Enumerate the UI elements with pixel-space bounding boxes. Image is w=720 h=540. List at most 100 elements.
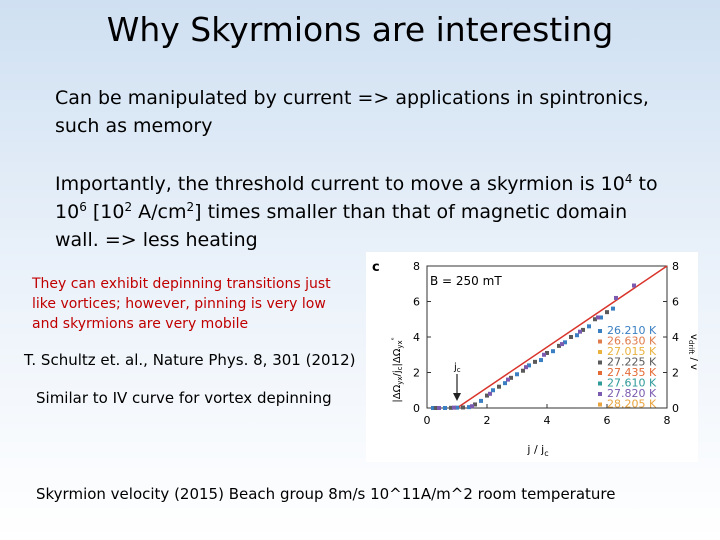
legend-swatch [598, 350, 602, 354]
y-tick-label-right: 2 [672, 367, 679, 380]
legend-label: 27.435 K [607, 366, 657, 379]
data-point [524, 365, 528, 370]
data-point [578, 329, 582, 334]
y-label-part: |ΔΩ [392, 384, 403, 402]
x-tick-label: 4 [544, 414, 551, 427]
data-point [593, 317, 597, 322]
data-point [515, 372, 519, 377]
data-point [563, 340, 567, 345]
legend-swatch [598, 360, 602, 365]
exponent: 2 [124, 200, 133, 214]
data-point [437, 406, 441, 410]
data-point [527, 363, 531, 368]
y-tick-label: 4 [413, 331, 420, 344]
y-tick-label: 2 [413, 367, 420, 380]
x-axis-label: j / jc [526, 443, 548, 458]
arrow-label: j [453, 362, 457, 373]
data-point [545, 350, 549, 355]
y-tick-label-right: 8 [672, 260, 679, 273]
y-tick-label-right: 6 [672, 296, 679, 309]
velocity-note: Skyrmion velocity (2015) Beach group 8m/… [36, 485, 616, 503]
x-tick-label: 0 [424, 414, 431, 427]
y-tick-label: 0 [413, 402, 420, 415]
data-point [467, 405, 471, 410]
arrow-label-sub: c [457, 366, 461, 374]
data-point [503, 381, 507, 386]
y-tick-label-right: 0 [672, 402, 679, 415]
data-point [434, 406, 438, 410]
data-point [569, 335, 573, 339]
bullet-text: [10 [86, 201, 125, 223]
legend-swatch [598, 402, 602, 407]
data-point [539, 358, 543, 363]
similar-note: Similar to IV curve for vortex depinning [36, 389, 332, 407]
data-point [599, 315, 603, 320]
data-point [506, 377, 510, 382]
y-label-part: |ΔΩ [392, 348, 403, 366]
bullet-manipulated-by-current: Can be manipulated by current => applica… [55, 87, 649, 137]
y-label-sub: drift [687, 340, 695, 355]
data-point [614, 295, 618, 300]
y-label-sub: yx [396, 340, 404, 348]
depinning-note: They can exhibit depinning transitions j… [32, 276, 331, 332]
data-point [491, 388, 495, 393]
slide-title: Why Skyrmions are interesting [106, 10, 614, 49]
bullet-text: Importantly, the threshold current to mo… [55, 173, 625, 195]
y-label-sub: yx [396, 376, 404, 384]
x-tick-label: 8 [664, 414, 671, 427]
panel-label: c [372, 260, 380, 275]
legend-swatch [598, 329, 602, 333]
exponent: 6 [79, 200, 87, 214]
x-label-sub: c [544, 449, 548, 458]
citation: T. Schultz et. al., Nature Phys. 8, 301 … [24, 351, 356, 369]
y-label-sub: c [396, 366, 404, 370]
jc-arrow: jc [453, 362, 461, 401]
data-point [485, 393, 489, 398]
legend-label: 27.015 K [607, 345, 657, 358]
y-label-part: / v [688, 354, 698, 370]
bullet-text: A/cm [132, 201, 187, 223]
y-label-part: /j [392, 370, 403, 376]
legend-label: 28.205 K [607, 398, 657, 411]
data-point [560, 342, 564, 347]
exponent: 4 [624, 172, 633, 186]
legend-label: 27.225 K [607, 356, 657, 369]
legend-swatch [598, 392, 602, 396]
depinning-plot: c B = 250 mT 0 2 4 6 80 02 24 46 68 8 26.210 K26.… [372, 260, 698, 458]
legend-label: 26.630 K [607, 335, 657, 348]
y-axis-label-left: |ΔΩyx/jc|ΔΩyxᵉ [390, 337, 404, 402]
legend-label: 27.820 K [607, 387, 657, 400]
data-point [449, 405, 453, 410]
legend-swatch [598, 371, 602, 375]
svg-text:jc: jc [453, 362, 461, 374]
bullet-text: to 10 [55, 173, 658, 223]
data-point [509, 375, 513, 380]
data-point [575, 333, 579, 338]
fit-line [456, 265, 668, 409]
bullet-threshold-current: Importantly, the threshold current to mo… [55, 170, 665, 254]
legend-swatch [598, 381, 602, 386]
data-point [596, 315, 600, 320]
y-label-part: v [688, 334, 698, 340]
bullet-text: ] times smaller than that of magnetic do… [55, 201, 628, 251]
data-point [479, 398, 483, 403]
x-label-part: j / j [526, 443, 544, 456]
exponent: 2 [186, 200, 195, 214]
data-point [605, 310, 609, 315]
data-point [632, 283, 636, 288]
data-point [521, 368, 525, 373]
y-axis-label-right: vdrift / v [687, 334, 698, 370]
legend-label: 27.610 K [607, 377, 657, 390]
data-point [461, 405, 465, 410]
legend-swatch [598, 339, 602, 344]
data-point [431, 406, 435, 410]
data-point [581, 327, 585, 332]
data-point [452, 405, 456, 410]
x-tick-label: 6 [604, 414, 611, 427]
data-point [587, 324, 591, 329]
data-point [488, 391, 492, 396]
field-label: B = 250 mT [430, 274, 502, 288]
plot-legend: 26.210 K26.630 K27.015 K27.225 K27.435 K… [598, 324, 657, 411]
y-tick-label: 6 [413, 296, 420, 309]
